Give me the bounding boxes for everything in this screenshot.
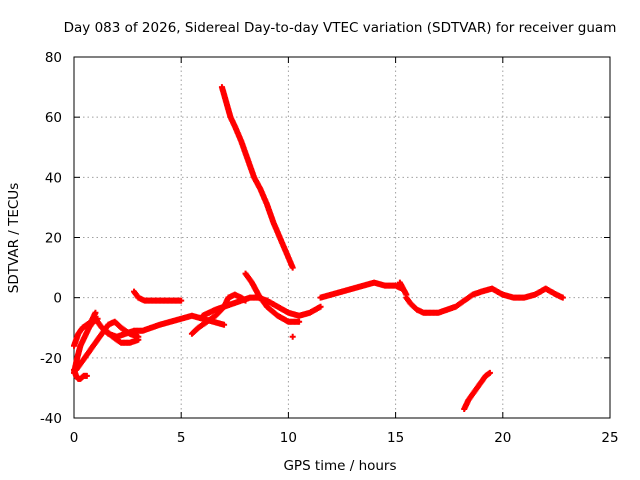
data-point bbox=[403, 291, 410, 298]
y-tick-label: -40 bbox=[40, 411, 62, 427]
data-point bbox=[559, 294, 566, 301]
y-tick-label: -20 bbox=[40, 351, 62, 367]
y-tick-label: 80 bbox=[45, 50, 62, 66]
data-point bbox=[178, 297, 185, 304]
data-points bbox=[71, 84, 566, 412]
series-arc-15 bbox=[396, 279, 410, 298]
y-tick-label: 0 bbox=[53, 291, 62, 307]
data-point bbox=[92, 309, 99, 316]
data-point bbox=[486, 369, 493, 376]
series-arc-13 bbox=[317, 279, 406, 301]
series-arc-9 bbox=[199, 294, 324, 319]
grid bbox=[74, 57, 610, 418]
data-point bbox=[83, 372, 90, 379]
x-tick-label: 15 bbox=[387, 430, 404, 446]
y-tick-label: 40 bbox=[45, 170, 62, 186]
series-arc-12 bbox=[289, 333, 296, 340]
data-point bbox=[221, 321, 228, 328]
x-tick-label: 5 bbox=[177, 430, 186, 446]
y-axis-label: SDTVAR / TECUs bbox=[6, 183, 22, 293]
x-tick-label: 10 bbox=[280, 430, 297, 446]
x-tick-label: 25 bbox=[601, 430, 618, 446]
series-arc-10 bbox=[218, 84, 296, 271]
axis-ticks: 0 5 10 15 20 25 -40 -20 0 20 40 60 80 bbox=[40, 50, 619, 446]
data-point bbox=[296, 318, 303, 325]
series-arc-4 bbox=[71, 309, 99, 349]
series-arc-7 bbox=[131, 288, 185, 304]
y-tick-label: 60 bbox=[45, 110, 62, 126]
chart-title: Day 083 of 2026, Sidereal Day-to-day VTE… bbox=[64, 20, 617, 36]
series-arc-16 bbox=[461, 369, 493, 412]
x-tick-label: 0 bbox=[70, 430, 79, 446]
series-arc-11 bbox=[242, 270, 303, 325]
y-tick-label: 20 bbox=[45, 231, 62, 247]
series-arc-6 bbox=[103, 327, 142, 346]
data-point bbox=[317, 303, 324, 310]
data-point bbox=[289, 264, 296, 271]
x-axis-label: GPS time / hours bbox=[283, 458, 396, 474]
data-point bbox=[135, 336, 142, 343]
data-point bbox=[289, 333, 296, 340]
x-tick-label: 20 bbox=[494, 430, 511, 446]
series-arc-14 bbox=[403, 285, 566, 316]
